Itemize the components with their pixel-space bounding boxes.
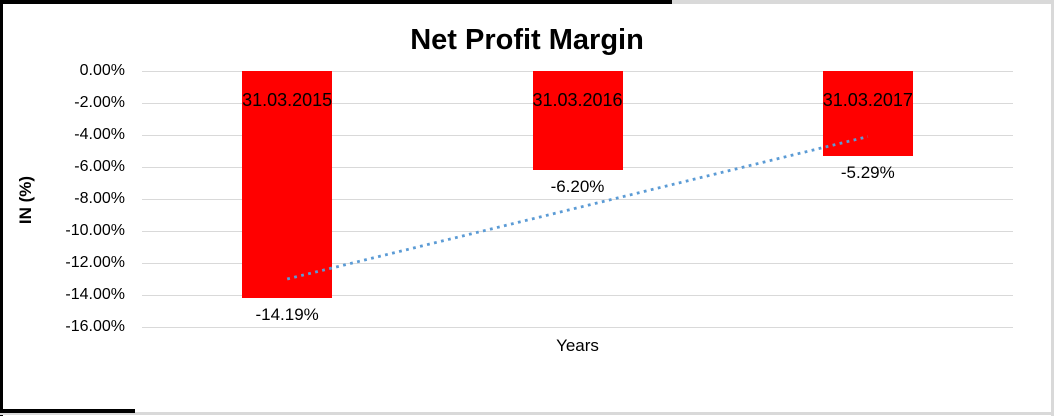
chart-title: Net Profit Margin xyxy=(410,24,644,56)
border-left xyxy=(0,0,3,416)
border-bottom-gray xyxy=(0,412,1054,415)
border-bottom-dark xyxy=(0,409,135,413)
category-label: 31.03.2016 xyxy=(532,90,623,110)
y-axis-tick-label: -16.00% xyxy=(65,318,125,335)
value-data-label: -14.19% xyxy=(255,305,319,325)
value-data-label: -6.20% xyxy=(550,177,605,197)
y-axis-tick-label: 0.00% xyxy=(79,62,125,79)
y-axis-tick-label: -8.00% xyxy=(74,190,125,207)
y-axis-tick-label: -4.00% xyxy=(74,126,125,143)
bar-31.03.2017[interactable] xyxy=(822,71,913,156)
category-label: 31.03.2015 xyxy=(242,90,333,110)
y-axis-tick-label: -14.00% xyxy=(65,286,125,303)
bar-31.03.2016[interactable] xyxy=(532,71,623,171)
y-axis-tick-label: -10.00% xyxy=(65,222,125,239)
border-top-gray xyxy=(672,0,1054,4)
gridline xyxy=(142,295,1013,296)
y-axis-tick-label: -2.00% xyxy=(74,94,125,111)
border-top-dark xyxy=(0,0,672,4)
y-axis-tick-label: -12.00% xyxy=(65,254,125,271)
category-label: 31.03.2017 xyxy=(822,90,913,110)
value-data-label: -5.29% xyxy=(840,162,895,182)
y-axis-tick-label: -6.00% xyxy=(74,158,125,175)
gridline xyxy=(142,327,1013,328)
border-right xyxy=(1051,0,1054,416)
x-axis-title: Years xyxy=(556,336,599,355)
